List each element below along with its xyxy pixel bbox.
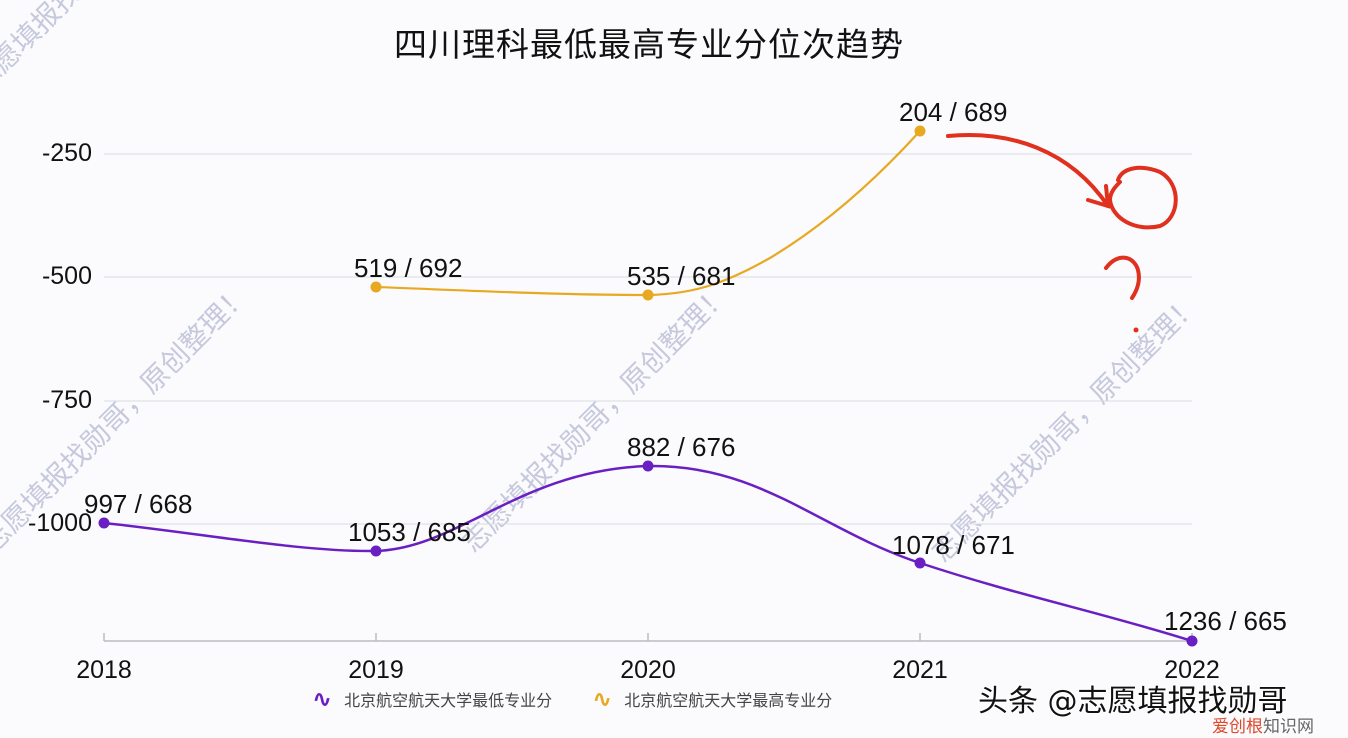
data-label: 535 / 681 <box>627 261 736 291</box>
x-tick-label: 2019 <box>348 656 404 684</box>
data-label: 1236 / 665 <box>1164 606 1287 636</box>
data-label: 1078 / 671 <box>892 530 1015 560</box>
x-tick-label: 2022 <box>1164 656 1220 684</box>
x-axis <box>103 633 1193 642</box>
y-tick-label: -1000 <box>28 509 92 537</box>
data-label: 1053 / 685 <box>348 517 471 547</box>
legend-item-max[interactable]: ∿ 北京航空航天大学最高专业分 <box>592 687 832 711</box>
data-label: 882 / 676 <box>627 432 736 462</box>
source-credit: 头条 @志愿填报找勋哥 <box>978 684 1288 719</box>
legend-item-min[interactable]: ∿ 北京航空航天大学最低专业分 <box>312 687 552 711</box>
max-series-points <box>370 125 926 301</box>
gridlines <box>104 153 1192 525</box>
max-series-line <box>375 130 921 297</box>
site-name-red: 爱创根 <box>1212 717 1263 737</box>
legend: ∿ 北京航空航天大学最低专业分 ∿ 北京航空航天大学最高专业分 <box>312 686 872 712</box>
min-series-line <box>103 464 1193 643</box>
legend-label: 北京航空航天大学最高专业分 <box>624 691 833 710</box>
wave-line-icon: ∿ <box>592 685 613 713</box>
y-tick-label: -500 <box>41 262 92 290</box>
site-name-gray: 知识网 <box>1263 717 1314 737</box>
annotation-dot <box>1133 327 1139 333</box>
min-series-points <box>98 460 1198 647</box>
site-watermark: 爱创根知识网 <box>1212 712 1314 737</box>
data-label: 519 / 692 <box>354 253 463 283</box>
data-label: 204 / 689 <box>899 97 1008 127</box>
x-tick-label: 2020 <box>620 656 676 684</box>
wave-line-icon: ∿ <box>312 685 333 713</box>
data-label: 997 / 668 <box>84 489 193 519</box>
annotation-scribble <box>946 133 1178 300</box>
chart-title: 四川理科最低最高专业分位次趋势 <box>394 25 904 64</box>
y-tick-label: -750 <box>41 386 92 414</box>
x-tick-label: 2021 <box>892 656 948 684</box>
legend-label: 北京航空航天大学最低专业分 <box>344 691 553 710</box>
x-tick-label: 2018 <box>76 656 132 684</box>
y-tick-label: -250 <box>41 139 92 167</box>
